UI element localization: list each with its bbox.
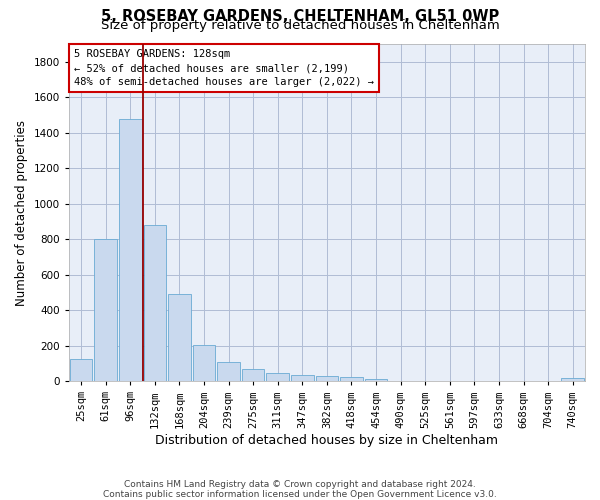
Bar: [291, 375, 314, 381]
Text: Size of property relative to detached houses in Cheltenham: Size of property relative to detached ho…: [101, 19, 499, 32]
Bar: [266, 373, 289, 381]
Bar: [562, 378, 584, 381]
Y-axis label: Number of detached properties: Number of detached properties: [15, 120, 28, 306]
Text: 5 ROSEBAY GARDENS: 128sqm
← 52% of detached houses are smaller (2,199)
48% of se: 5 ROSEBAY GARDENS: 128sqm ← 52% of detac…: [74, 49, 374, 87]
Bar: [168, 294, 191, 381]
Bar: [143, 225, 166, 381]
Bar: [94, 239, 117, 381]
X-axis label: Distribution of detached houses by size in Cheltenham: Distribution of detached houses by size …: [155, 434, 499, 448]
Bar: [217, 362, 240, 381]
Bar: [193, 344, 215, 381]
Text: 5, ROSEBAY GARDENS, CHELTENHAM, GL51 0WP: 5, ROSEBAY GARDENS, CHELTENHAM, GL51 0WP: [101, 9, 499, 24]
Bar: [316, 376, 338, 381]
Text: Contains HM Land Registry data © Crown copyright and database right 2024.
Contai: Contains HM Land Registry data © Crown c…: [103, 480, 497, 499]
Bar: [340, 378, 363, 381]
Bar: [70, 359, 92, 381]
Bar: [365, 380, 388, 381]
Bar: [119, 118, 142, 381]
Bar: [242, 370, 265, 381]
